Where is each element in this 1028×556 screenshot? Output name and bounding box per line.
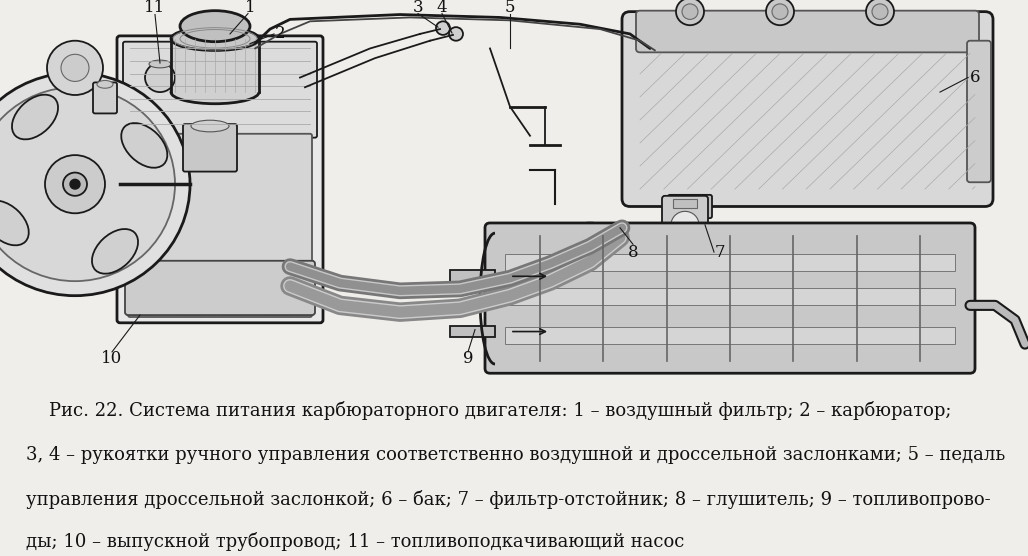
Ellipse shape bbox=[145, 63, 175, 92]
FancyBboxPatch shape bbox=[485, 223, 975, 373]
Circle shape bbox=[682, 4, 698, 19]
Text: 4: 4 bbox=[437, 0, 447, 16]
Text: ды; 10 – выпускной трубопровод; 11 – топливоподкачивающий насос: ды; 10 – выпускной трубопровод; 11 – топ… bbox=[26, 532, 684, 551]
Ellipse shape bbox=[180, 11, 250, 42]
Text: 9: 9 bbox=[463, 350, 473, 367]
Bar bbox=[505, 327, 955, 344]
Ellipse shape bbox=[171, 27, 259, 51]
Bar bbox=[450, 326, 495, 337]
FancyBboxPatch shape bbox=[183, 124, 237, 172]
Circle shape bbox=[47, 41, 103, 95]
Circle shape bbox=[61, 54, 89, 81]
Circle shape bbox=[772, 4, 788, 19]
Ellipse shape bbox=[219, 271, 247, 291]
Circle shape bbox=[866, 0, 894, 25]
Bar bbox=[265, 276, 289, 315]
Circle shape bbox=[676, 0, 704, 25]
Ellipse shape bbox=[570, 231, 610, 274]
Ellipse shape bbox=[562, 223, 618, 281]
Ellipse shape bbox=[131, 271, 159, 291]
Bar bbox=[133, 276, 157, 315]
Bar bbox=[171, 39, 259, 92]
Ellipse shape bbox=[0, 201, 29, 245]
FancyBboxPatch shape bbox=[128, 134, 313, 317]
FancyBboxPatch shape bbox=[123, 42, 317, 138]
Text: управления дроссельной заслонкой; 6 – бак; 7 – фильтр-отстойник; 8 – глушитель; : управления дроссельной заслонкой; 6 – ба… bbox=[26, 490, 990, 509]
Text: 2: 2 bbox=[274, 26, 286, 42]
Circle shape bbox=[671, 211, 699, 239]
Text: 3: 3 bbox=[412, 0, 424, 16]
Ellipse shape bbox=[12, 95, 58, 140]
Bar bbox=[221, 276, 245, 315]
FancyBboxPatch shape bbox=[967, 41, 991, 182]
Bar bbox=[505, 288, 955, 305]
Circle shape bbox=[0, 87, 175, 281]
Text: 10: 10 bbox=[102, 350, 122, 367]
Circle shape bbox=[63, 172, 87, 196]
Circle shape bbox=[45, 155, 105, 214]
Text: 6: 6 bbox=[969, 69, 981, 86]
Text: 5: 5 bbox=[505, 0, 515, 16]
Ellipse shape bbox=[149, 60, 171, 68]
Circle shape bbox=[70, 180, 80, 189]
Ellipse shape bbox=[263, 271, 291, 291]
Ellipse shape bbox=[171, 81, 259, 104]
FancyBboxPatch shape bbox=[662, 196, 708, 245]
Bar bbox=[450, 270, 495, 282]
Ellipse shape bbox=[91, 229, 138, 274]
FancyBboxPatch shape bbox=[125, 261, 315, 315]
Text: 1: 1 bbox=[245, 0, 255, 16]
Circle shape bbox=[449, 27, 463, 41]
Circle shape bbox=[0, 73, 190, 296]
Text: 11: 11 bbox=[144, 0, 166, 16]
FancyBboxPatch shape bbox=[636, 11, 979, 52]
Bar bbox=[177, 276, 201, 315]
Bar bbox=[505, 254, 955, 271]
Text: 3, 4 – рукоятки ручного управления соответственно воздушной и дроссельной заслон: 3, 4 – рукоятки ручного управления соотв… bbox=[26, 445, 1005, 464]
Ellipse shape bbox=[97, 81, 113, 88]
Circle shape bbox=[872, 4, 888, 19]
FancyBboxPatch shape bbox=[93, 82, 117, 113]
Ellipse shape bbox=[191, 120, 229, 132]
Ellipse shape bbox=[121, 123, 168, 168]
Ellipse shape bbox=[175, 271, 203, 291]
Bar bbox=[673, 198, 697, 208]
Circle shape bbox=[766, 0, 794, 25]
FancyBboxPatch shape bbox=[622, 12, 993, 206]
Text: 8: 8 bbox=[628, 244, 638, 261]
Circle shape bbox=[436, 21, 450, 35]
FancyBboxPatch shape bbox=[117, 36, 323, 323]
Text: Рис. 22. Система питания карбюраторного двигателя: 1 – воздушный фильтр; 2 – кар: Рис. 22. Система питания карбюраторного … bbox=[26, 401, 951, 420]
Text: 7: 7 bbox=[714, 244, 726, 261]
FancyBboxPatch shape bbox=[668, 195, 712, 218]
